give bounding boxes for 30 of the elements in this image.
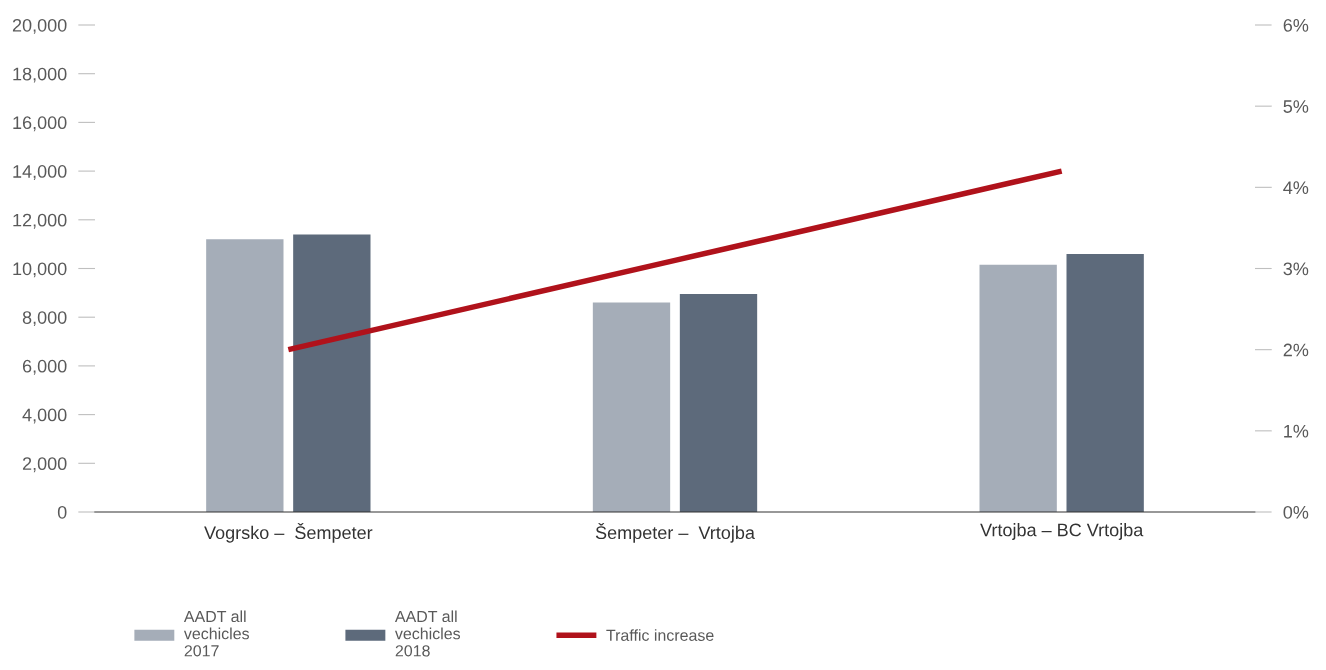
bar: [293, 234, 371, 512]
x-tick-label: Šempeter – Vrtojba: [595, 523, 755, 543]
y2-tick-label: 0%: [1283, 505, 1309, 519]
bar: [679, 294, 758, 512]
legend-label: Traffic increase: [606, 629, 714, 641]
y2-tick-label: 6%: [1283, 18, 1309, 32]
y2-tick-label: 5%: [1283, 100, 1309, 113]
y-tick-label: 18,000: [13, 67, 67, 83]
y-tick-label: 6,000: [22, 359, 67, 375]
y2-tick-label: 3%: [1283, 262, 1309, 276]
y2-tick-label: 2%: [1283, 343, 1309, 357]
y-tick-label: 14,000: [13, 165, 67, 180]
bar: [592, 302, 671, 512]
legend-label: AADT all vechicles 2017: [183, 610, 249, 657]
y-tick-label: 0: [57, 505, 67, 519]
bar: [206, 239, 284, 512]
x-tick-label: Vogrsko – Šempeter: [204, 523, 373, 543]
bar: [1066, 253, 1144, 512]
y-tick-label: 4,000: [22, 408, 67, 424]
y-tick-label: 2,000: [22, 457, 67, 473]
y-tick-label: 8,000: [22, 311, 67, 327]
y-tick-label: 16,000: [13, 116, 67, 132]
y-tick-label: 12,000: [13, 213, 67, 229]
y2-tick-label: 1%: [1284, 424, 1309, 438]
y-tick-label: 10,000: [13, 262, 67, 278]
y-tick-label: 20,000: [12, 18, 67, 34]
x-tick-label: Vrtojba – BC Vrtojba: [980, 523, 1144, 540]
y2-tick-label: 4%: [1283, 181, 1309, 194]
bar: [979, 264, 1057, 512]
legend-label: AADT all vechicles 2018: [394, 610, 461, 657]
